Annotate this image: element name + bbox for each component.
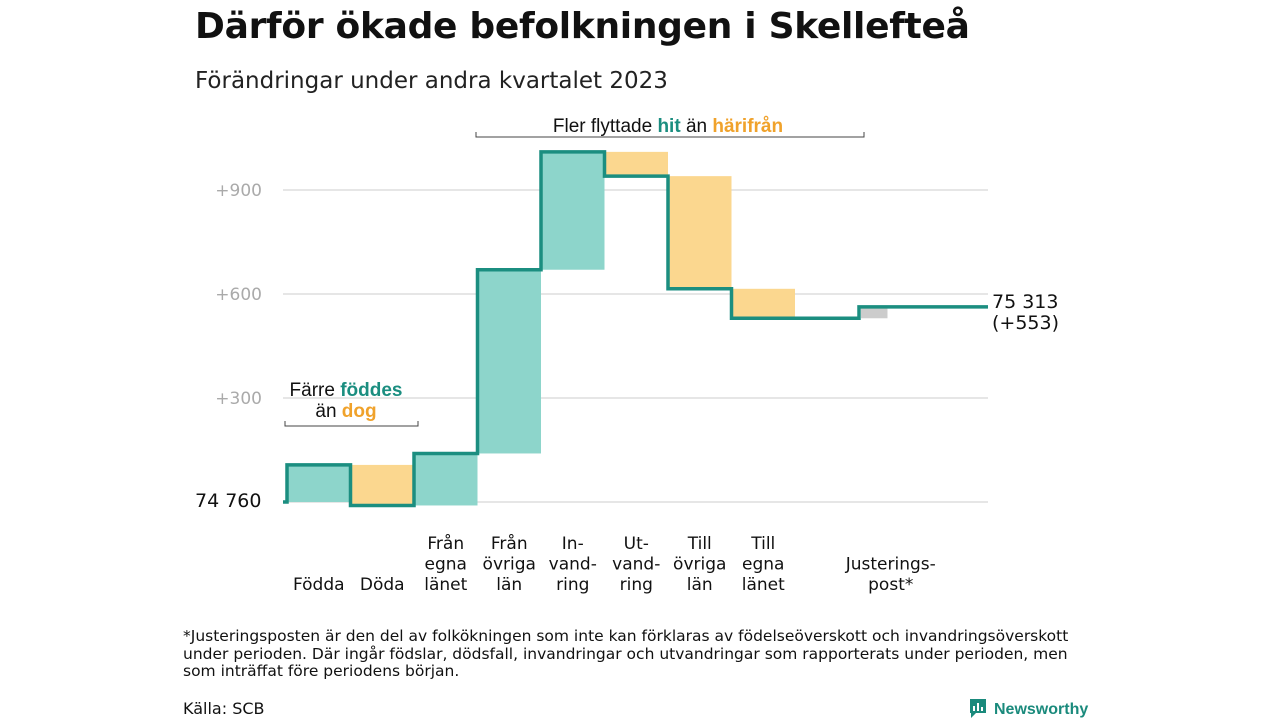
category-label: Till (750, 534, 775, 554)
category-label: vand- (612, 555, 660, 575)
annotation-births: Färre föddes än dog (284, 380, 419, 427)
y-tick-label: +300 (215, 389, 262, 409)
annotation-migration: Fler flyttade hit än härifrån (475, 116, 865, 138)
running-total-polyline (283, 150, 988, 508)
brand-name: Newsworthy (994, 701, 1089, 718)
annotation-migration-text: Fler flyttade hit än härifrån (553, 116, 783, 137)
category-label: län (496, 575, 522, 595)
y-tick-label: +900 (215, 181, 262, 201)
category-label: länet (742, 575, 785, 595)
annotation-births-line2: än dog (315, 401, 376, 422)
category-label: Födda (293, 575, 345, 595)
category-label: Döda (360, 575, 405, 595)
annotation-births-bracket (284, 421, 419, 427)
category-label: egna (742, 555, 784, 575)
bar-out (731, 288, 795, 319)
end-change-label: (+553) (992, 312, 1059, 334)
category-label: egna (425, 555, 467, 575)
category-label: Från (491, 533, 528, 554)
bar-in (287, 464, 351, 502)
chart-subtitle: Förändringar under andra kvartalet 2023 (195, 68, 668, 94)
category-label: Justerings- (845, 555, 936, 575)
category-label: vand- (549, 555, 597, 575)
bar-out (350, 464, 414, 506)
category-label: övriga (673, 555, 726, 575)
bar-in (414, 453, 478, 506)
category-label: Till (687, 534, 712, 554)
category-label: län (687, 575, 713, 595)
category-label: Ut- (624, 534, 649, 554)
end-value-label: 75 313 (992, 291, 1058, 313)
newsworthy-logo-icon (968, 697, 988, 723)
bar-in (541, 151, 605, 270)
running-total-line (283, 150, 988, 508)
footnote: *Justeringsposten är den del av folkökni… (183, 627, 1069, 680)
chart-title: Därför ökade befolkningen i Skellefteå (195, 6, 970, 47)
category-label: ring (556, 575, 589, 595)
annotation-births-line1: Färre föddes (290, 380, 403, 401)
category-label: In- (562, 534, 584, 554)
y-tick-label: +600 (215, 285, 262, 305)
bars (287, 151, 888, 506)
bar-out (604, 151, 668, 177)
category-label: länet (424, 575, 467, 595)
category-label: övriga (483, 555, 536, 575)
source-label: Källa: SCB (183, 699, 265, 718)
annotation-migration-bracket (475, 132, 865, 138)
bar-adj (861, 306, 888, 319)
start-value-label: 74 760 (195, 490, 261, 512)
bar-in (477, 269, 541, 454)
category-labels: Födda DödaFrånegnalänetFrånövrigalänIn-va… (293, 533, 936, 595)
category-label: Från (427, 533, 464, 554)
category-label: ring (620, 575, 653, 595)
category-label: post* (868, 575, 913, 595)
brand[interactable]: Newsworthy (968, 697, 1088, 723)
bar-out (668, 176, 732, 289)
